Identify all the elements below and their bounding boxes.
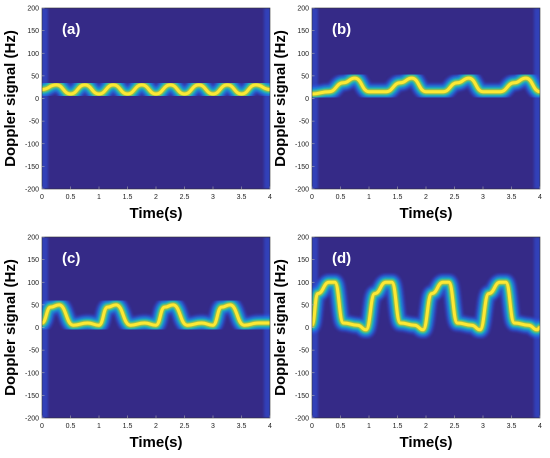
- y-tick-label: 100: [27, 280, 39, 287]
- y-axis-label: Doppler signal (Hz): [272, 259, 289, 396]
- x-tick-label: 0: [40, 194, 44, 201]
- x-tick-label: 0: [40, 423, 44, 430]
- x-axis-label: Time(s): [399, 434, 452, 451]
- x-tick-label: 3.5: [237, 423, 247, 430]
- x-axis-label: Time(s): [129, 205, 182, 222]
- x-tick-label: 1.5: [123, 423, 133, 430]
- y-tick-label: -200: [25, 187, 39, 194]
- y-tick-label: 50: [301, 73, 309, 80]
- x-tick-label: 3: [481, 423, 485, 430]
- x-tick-label: 2: [154, 194, 158, 201]
- x-tick-label: 4: [268, 423, 272, 430]
- x-tick-label: 3.5: [237, 194, 247, 201]
- panel-label: (b): [332, 21, 351, 38]
- x-tick-label: 4: [538, 194, 542, 201]
- x-tick-label: 0.5: [66, 194, 76, 201]
- y-tick-label: 100: [297, 280, 309, 287]
- y-tick-label: -100: [295, 370, 309, 377]
- x-tick-label: 1: [97, 194, 101, 201]
- signal-core: [42, 83, 270, 96]
- y-tick-label: -100: [25, 370, 39, 377]
- y-tick-label: 0: [35, 325, 39, 332]
- x-axis-label: Time(s): [129, 434, 182, 451]
- y-tick-label: -150: [25, 164, 39, 171]
- y-tick-label: 150: [27, 28, 39, 35]
- panel-label: (c): [62, 250, 80, 267]
- x-tick-label: 4: [268, 194, 272, 201]
- edge-noise-right: [264, 8, 270, 189]
- y-tick-label: 150: [297, 28, 309, 35]
- y-tick-label: 50: [31, 73, 39, 80]
- y-tick-label: -150: [295, 393, 309, 400]
- x-tick-label: 0: [310, 194, 314, 201]
- y-tick-label: 150: [297, 257, 309, 264]
- y-tick-label: 100: [297, 51, 309, 58]
- y-tick-label: 0: [35, 96, 39, 103]
- x-tick-label: 4: [538, 423, 542, 430]
- y-tick-label: 0: [305, 325, 309, 332]
- x-tick-label: 3.5: [507, 194, 517, 201]
- y-tick-label: -100: [295, 141, 309, 148]
- y-tick-label: -150: [295, 164, 309, 171]
- x-tick-label: 1.5: [393, 423, 403, 430]
- y-tick-label: -50: [29, 348, 39, 355]
- signal-core: [312, 280, 540, 332]
- y-tick-label: 100: [27, 51, 39, 58]
- signal-core: [42, 303, 270, 327]
- y-tick-label: 200: [297, 235, 309, 242]
- y-tick-label: -200: [295, 416, 309, 423]
- panel-label: (d): [332, 250, 351, 267]
- x-tick-label: 2.5: [450, 194, 460, 201]
- x-tick-label: 2: [424, 194, 428, 201]
- edge-noise-left: [42, 8, 48, 189]
- y-tick-label: -50: [299, 119, 309, 126]
- y-tick-label: -200: [25, 416, 39, 423]
- x-tick-label: 2.5: [180, 423, 190, 430]
- x-tick-label: 2: [424, 423, 428, 430]
- panel-label: (a): [62, 21, 80, 38]
- x-tick-label: 1: [367, 194, 371, 201]
- y-tick-label: 0: [305, 96, 309, 103]
- y-tick-label: 200: [297, 6, 309, 13]
- x-tick-label: 0.5: [66, 423, 76, 430]
- y-axis-label: Doppler signal (Hz): [2, 259, 19, 396]
- x-tick-label: 3: [211, 423, 215, 430]
- x-tick-label: 2.5: [450, 423, 460, 430]
- x-tick-label: 3: [211, 194, 215, 201]
- x-tick-label: 1.5: [123, 194, 133, 201]
- x-axis-label: Time(s): [399, 205, 452, 222]
- y-tick-label: 200: [27, 6, 39, 13]
- y-tick-label: 50: [31, 302, 39, 309]
- y-axis-label: Doppler signal (Hz): [272, 30, 289, 167]
- y-axis-label: Doppler signal (Hz): [2, 30, 19, 167]
- x-tick-label: 3.5: [507, 423, 517, 430]
- x-tick-label: 1: [97, 423, 101, 430]
- x-tick-label: 0.5: [336, 194, 346, 201]
- x-tick-label: 0: [310, 423, 314, 430]
- y-tick-label: -200: [295, 187, 309, 194]
- x-tick-label: 3: [481, 194, 485, 201]
- x-tick-label: 1.5: [393, 194, 403, 201]
- y-tick-label: -150: [25, 393, 39, 400]
- x-tick-label: 2.5: [180, 194, 190, 201]
- y-tick-label: 50: [301, 302, 309, 309]
- y-tick-label: 200: [27, 235, 39, 242]
- y-tick-label: -50: [29, 119, 39, 126]
- y-tick-label: 150: [27, 257, 39, 264]
- x-tick-label: 0.5: [336, 423, 346, 430]
- x-tick-label: 1: [367, 423, 371, 430]
- y-tick-label: -50: [299, 348, 309, 355]
- x-tick-label: 2: [154, 423, 158, 430]
- y-tick-label: -100: [25, 141, 39, 148]
- signal-core: [312, 76, 540, 96]
